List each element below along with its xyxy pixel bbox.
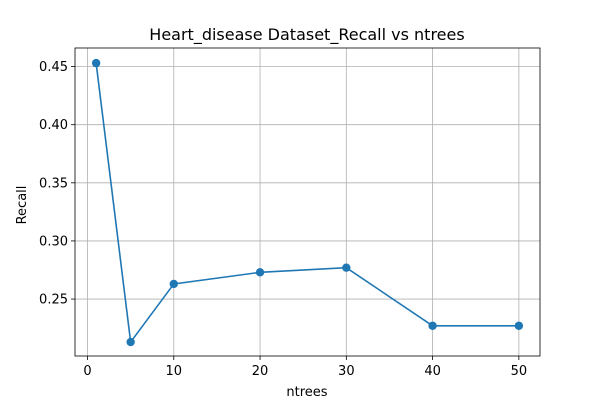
x-axis-label: ntrees (286, 385, 327, 400)
y-axis-label: Recall (15, 186, 30, 225)
x-tick-label: 10 (166, 364, 183, 379)
y-tick-label: 0.45 (39, 60, 68, 75)
data-point (91, 58, 101, 68)
data-point (342, 263, 351, 272)
data-point (514, 321, 524, 330)
chart-title: Heart_disease Dataset_Recall vs ntrees (149, 25, 464, 45)
y-tick-label: 0.25 (39, 293, 68, 308)
y-tick-label: 0.35 (39, 176, 68, 191)
plot-frame (74, 47, 541, 357)
x-tick-label: 20 (252, 364, 269, 379)
x-axis-ticks: 0 10 20 30 40 50 (83, 356, 527, 379)
y-tick-label: 0.30 (39, 234, 68, 249)
data-point (169, 279, 178, 289)
data-point (126, 337, 135, 347)
y-tick-label: 0.40 (39, 118, 68, 133)
data-series (91, 58, 524, 347)
x-tick-label: 30 (338, 364, 355, 379)
data-point (428, 321, 437, 330)
y-axis-ticks: 0.25 0.30 0.35 0.40 0.45 (39, 60, 75, 308)
x-tick-label: 0 (83, 364, 91, 379)
x-tick-label: 50 (511, 364, 528, 379)
x-tick-label: 40 (424, 364, 441, 379)
data-point (255, 268, 265, 277)
grid (75, 48, 540, 356)
